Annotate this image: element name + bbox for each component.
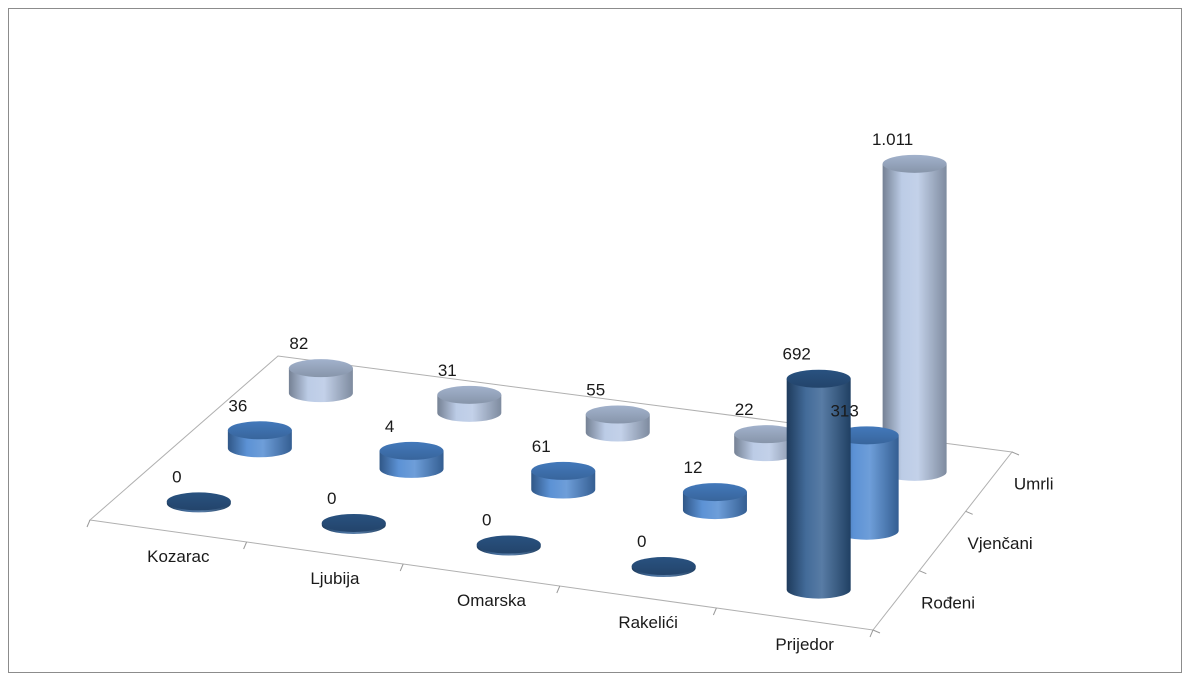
bar-top [437, 385, 502, 404]
x-tick-label-ljubija: Ljubija [310, 569, 360, 588]
data-label: 82 [289, 334, 308, 353]
depth-axis-tick [1011, 451, 1020, 456]
data-label: 31 [438, 361, 457, 380]
data-label: 55 [586, 381, 605, 400]
x-axis-tick [712, 607, 717, 616]
x-axis-tick [399, 563, 404, 572]
bar-umrli-kozarac [288, 359, 353, 403]
x-tick-label-omarska: Omarska [457, 591, 527, 610]
data-label: 1.011 [872, 130, 913, 149]
data-label: 692 [782, 345, 810, 364]
data-label: 4 [385, 417, 394, 436]
bar-top [882, 154, 947, 173]
bar-top [682, 483, 747, 502]
bar-body [786, 378, 851, 599]
bar-top [734, 425, 799, 444]
bar-top [288, 359, 353, 378]
data-label: 61 [532, 437, 551, 456]
depth-axis-tick [919, 570, 927, 575]
bar-umrli-ljubija [437, 385, 502, 422]
bar-top [476, 535, 541, 554]
bar-rodeni-rakelici [631, 557, 696, 578]
data-label: 12 [683, 458, 702, 477]
bar-top [531, 461, 596, 480]
bar-top [227, 421, 292, 440]
bar-top [631, 557, 696, 576]
chart-labels: 82 31 55 22 1.011 36 4 61 12 313 0 0 0 0 692 Kozarac Lju… [147, 130, 1053, 654]
data-label: 0 [327, 489, 336, 508]
bar-rodeni-kozarac [166, 492, 231, 513]
bar-top [166, 492, 231, 511]
depth-label-umrli: Umrli [1014, 475, 1054, 494]
bar-top [321, 513, 386, 532]
data-label: 313 [830, 401, 858, 420]
x-tick-label-rakelici: Rakelići [618, 613, 678, 632]
data-label: 0 [637, 532, 646, 551]
data-label: 36 [228, 396, 247, 415]
bar-umrli-omarska [585, 405, 650, 442]
data-label: 0 [172, 467, 181, 486]
depth-axis-tick [872, 629, 881, 634]
x-tick-label-prijedor: Prijedor [775, 635, 834, 654]
x-axis-tick [86, 519, 91, 528]
bar-top [786, 369, 851, 388]
x-axis-tick [556, 585, 561, 594]
bar-top [585, 405, 650, 424]
bar-vjencani-rakelici [682, 483, 747, 520]
x-tick-label-kozarac: Kozarac [147, 547, 210, 566]
data-label: 0 [482, 511, 491, 530]
x-axis-tick [243, 541, 248, 550]
bar-rodeni-prijedor [786, 369, 851, 599]
bar-umrli-rakelici [734, 425, 799, 462]
bar-top [379, 441, 444, 460]
x-axis-tick [869, 629, 874, 638]
bar-rodeni-omarska [476, 535, 541, 556]
bar-vjencani-ljubija [379, 441, 444, 478]
bar-vjencani-omarska [531, 461, 596, 499]
bar-umrli-prijedor [882, 154, 947, 481]
bar-vjencani-kozarac [227, 421, 292, 458]
depth-axis-tick [965, 510, 973, 515]
bar-body [882, 163, 947, 481]
depth-label-rodeni: Rođeni [921, 593, 975, 612]
chart-plot-area [166, 154, 947, 599]
data-label: 22 [735, 400, 754, 419]
bar-rodeni-ljubija [321, 513, 386, 534]
depth-label-vjencani: Vjenčani [968, 534, 1033, 553]
bar-body [288, 368, 353, 403]
